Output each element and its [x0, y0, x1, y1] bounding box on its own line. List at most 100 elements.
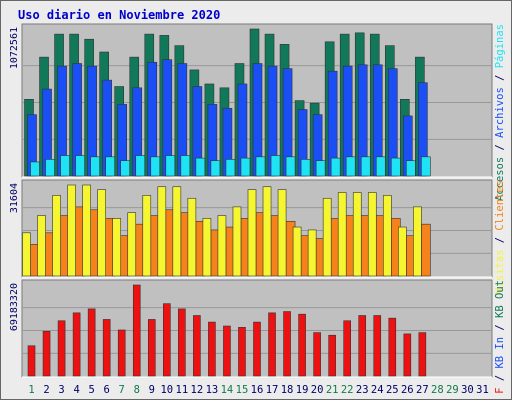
day-label: 5 — [88, 384, 94, 396]
bar-clientes-day-3 — [52, 195, 61, 277]
day-labels: 1 2 3 4 5 6 7 8 9 10 11 12 13 14 15 16 17 18 19 20 21 22 23 24 2… — [28, 384, 488, 396]
bar-p-ginas-day-4 — [75, 155, 85, 177]
bar-kb-f-day-13 — [208, 321, 216, 377]
bar-clientes-day-16 — [247, 189, 257, 277]
bar-clientes-day-15 — [232, 206, 242, 277]
bar-clientes-day-12 — [187, 197, 197, 277]
day-label: 2 — [43, 384, 49, 396]
bar-kb-f-day-22 — [343, 320, 351, 377]
bar-clientes-day-7 — [112, 218, 122, 277]
bar-p-ginas-day-23 — [360, 156, 371, 177]
day-label: 12 — [191, 384, 204, 396]
day-label: 9 — [149, 384, 155, 396]
bar-kb-f-day-12 — [193, 315, 201, 377]
bar-kb-f-day-1 — [27, 345, 36, 377]
day-label: 7 — [119, 384, 125, 396]
day-label: 27 — [416, 384, 429, 396]
day-label: 3 — [58, 384, 64, 396]
series-visitas — [30, 206, 431, 277]
series-archivos — [27, 59, 428, 177]
bar-clientes-day-9 — [142, 195, 152, 277]
panel-middle: 31604 Visitas / Clientes — [9, 179, 506, 294]
bar-clientes-day-27 — [413, 206, 422, 277]
bar-clientes-day-6 — [97, 189, 106, 277]
legend-item: / — [494, 138, 506, 157]
bar-kb-f-day-14 — [223, 325, 231, 377]
bar-clientes-day-17 — [262, 186, 272, 277]
bar-kb-f-day-7 — [117, 329, 126, 377]
bar-p-ginas-day-27 — [421, 156, 431, 177]
bar-kb-f-day-20 — [313, 332, 321, 377]
bar-p-ginas-day-25 — [390, 157, 401, 177]
day-label: 11 — [176, 384, 189, 396]
legend-item: Clientes — [494, 180, 506, 231]
bar-p-ginas-day-26 — [406, 160, 416, 177]
bar-clientes-day-11 — [172, 186, 182, 277]
bar-kb-f-day-5 — [87, 308, 96, 377]
legend-item: KB In — [494, 337, 506, 369]
bar-p-ginas-day-7 — [120, 160, 131, 177]
bar-clientes-day-8 — [127, 212, 137, 277]
bar-clientes-day-19 — [292, 226, 302, 277]
legend-item: Páginas — [494, 24, 506, 68]
day-label: 30 — [461, 384, 474, 396]
bar-p-ginas-day-2 — [45, 159, 55, 177]
day-label: 6 — [104, 384, 110, 396]
day-label: 4 — [73, 384, 79, 396]
bar-kb-f-day-17 — [268, 312, 276, 377]
bar-kb-f-day-26 — [403, 333, 412, 377]
day-label: 20 — [311, 384, 324, 396]
bar-p-ginas-day-17 — [270, 155, 281, 177]
bar-kb-f-day-27 — [418, 332, 427, 377]
legend-item: Visitas — [494, 250, 506, 294]
bar-clientes-day-20 — [307, 229, 317, 277]
bar-kb-f-day-6 — [102, 319, 111, 377]
bar-clientes-day-2 — [37, 215, 46, 277]
day-label: 17 — [266, 384, 279, 396]
day-label: 15 — [236, 384, 249, 396]
day-label: 26 — [401, 384, 414, 396]
day-label: 28 — [431, 384, 444, 396]
bar-clientes-day-4 — [67, 184, 76, 277]
bar-p-ginas-day-12 — [195, 157, 206, 177]
bar-kb-f-day-16 — [253, 321, 261, 377]
bar-kb-f-day-2 — [42, 330, 51, 377]
bar-clientes-day-21 — [322, 197, 332, 277]
day-label: 25 — [386, 384, 399, 396]
bar-p-ginas-day-10 — [165, 155, 176, 177]
day-label: 19 — [296, 384, 309, 396]
bar-clientes-day-26 — [398, 226, 407, 277]
legend-item: / — [494, 369, 506, 388]
bar-p-ginas-day-1 — [30, 161, 40, 177]
bar-kb-f-day-23 — [358, 315, 367, 377]
panel-bottom: 69183320 KB F / KB In / KB Out — [9, 279, 506, 400]
bar-kb-f-day-8 — [132, 284, 141, 377]
bar-clientes-day-1 — [22, 232, 31, 277]
legend-item: / — [494, 318, 506, 337]
day-label: 8 — [134, 384, 140, 396]
day-label: 10 — [160, 384, 173, 396]
series-kb-f — [27, 284, 427, 377]
day-label: 14 — [221, 384, 234, 396]
legend-middle: Visitas / Clientes — [494, 180, 506, 294]
bar-kb-f-day-15 — [238, 327, 246, 377]
bar-kb-f-day-3 — [57, 320, 66, 377]
bar-p-ginas-day-3 — [60, 155, 70, 177]
bar-kb-f-day-24 — [373, 315, 382, 377]
bar-p-ginas-day-15 — [240, 157, 251, 177]
day-label: 16 — [251, 384, 264, 396]
bar-p-ginas-day-22 — [345, 156, 356, 177]
legend-item: Archivos — [494, 87, 506, 138]
y-axis-max-label: 1072561 — [9, 27, 20, 69]
legend-item: KB Out — [494, 280, 506, 318]
panel-top: 1072561 Accesos / Archivos / Páginas — [9, 23, 506, 201]
bar-p-ginas-day-20 — [315, 160, 326, 177]
day-label: 13 — [206, 384, 219, 396]
bar-kb-f-day-19 — [298, 313, 306, 377]
bar-clientes-day-18 — [277, 189, 287, 277]
day-label: 21 — [326, 384, 339, 396]
bar-kb-f-day-9 — [147, 319, 156, 377]
